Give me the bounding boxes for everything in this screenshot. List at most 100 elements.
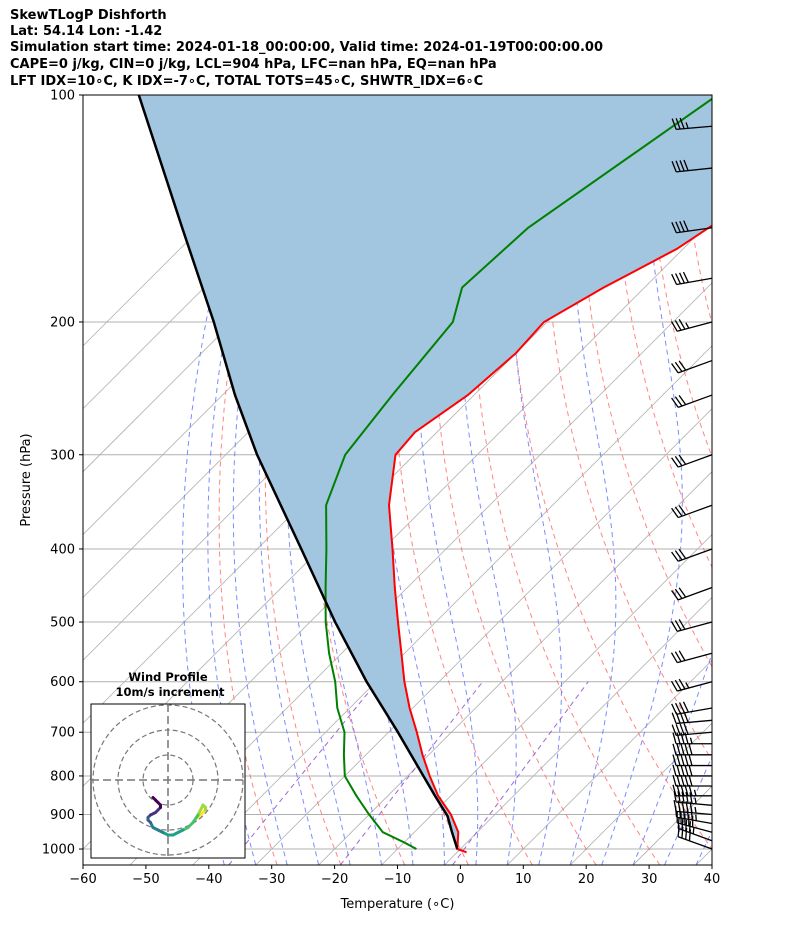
- barb-staff: [676, 125, 713, 130]
- barb-flag: [674, 651, 682, 662]
- barb-flag: [678, 272, 686, 284]
- moist-adiabat-line: [232, 95, 302, 865]
- barb-flag: [689, 792, 693, 804]
- dry-adiabat-line: [471, 95, 661, 865]
- barb-flag: [688, 743, 693, 755]
- barb-flag: [670, 652, 678, 663]
- chart-title: SkewTLogP Dishforth: [10, 8, 167, 23]
- barb-flag: [674, 588, 683, 599]
- barb-flag: [679, 160, 685, 172]
- barb-staff: [676, 731, 713, 737]
- barb-flag: [680, 754, 685, 766]
- barb-flag: [688, 829, 692, 841]
- barb-flag: [671, 397, 679, 408]
- wind-barb: [670, 619, 713, 632]
- barb-half: [685, 682, 690, 689]
- x-tick-label: −30: [258, 872, 285, 887]
- wind-barb: [672, 754, 712, 767]
- moist-adiabat-line: [415, 95, 479, 865]
- barb-flag: [672, 764, 677, 777]
- dry-adiabat-line: [393, 95, 533, 865]
- isotherm-line: [444, 596, 712, 865]
- isotherm-line: [255, 408, 712, 865]
- wind-barb: [671, 159, 713, 173]
- isotherm-line: [507, 659, 712, 865]
- barb-staff: [677, 621, 713, 632]
- barb-flag: [671, 712, 677, 724]
- barb-staff: [676, 277, 713, 286]
- barb-flag: [674, 396, 683, 407]
- barb-half: [685, 122, 689, 129]
- wind-barb: [671, 271, 713, 286]
- y-tick-label: 500: [50, 616, 75, 631]
- moist-adiabat-line: [632, 651, 712, 865]
- barb-flag: [688, 764, 693, 777]
- barb-flag: [685, 828, 688, 840]
- y-tick-label: 300: [50, 448, 75, 463]
- barb-half: [694, 806, 697, 814]
- barb-flag: [672, 784, 677, 796]
- barb-half: [689, 737, 693, 744]
- y-axis-label: Pressure (hPa): [19, 433, 34, 526]
- barb-staff: [676, 816, 713, 825]
- dry-adiabat-line: [544, 95, 712, 761]
- barb-flag: [670, 321, 678, 332]
- y-tick-label: 1000: [42, 843, 75, 858]
- dry-adiabat-line: [613, 95, 712, 569]
- x-tick-label: 0: [456, 872, 464, 887]
- y-tick-label: 100: [50, 89, 75, 104]
- isotherm-line: [318, 471, 712, 865]
- barb-flag: [671, 724, 677, 736]
- cape-text: CAPE=0 j/kg, CIN=0 j/kg, LCL=904 hPa, LF…: [10, 57, 497, 72]
- barb-flag: [676, 743, 681, 755]
- x-tick-label: −40: [195, 872, 222, 887]
- x-tick-label: −20: [321, 872, 348, 887]
- barb-flag: [678, 587, 687, 598]
- wind-barb: [672, 743, 712, 756]
- barb-flag: [675, 160, 681, 172]
- barb-flag: [671, 118, 677, 130]
- barb-staff: [677, 359, 713, 374]
- dry-adiabat-line: [508, 95, 712, 850]
- dewpoint-line: [324, 97, 712, 850]
- x-tick-label: 10: [515, 872, 532, 887]
- barb-flag: [674, 506, 683, 517]
- moist-adiabat-line: [459, 95, 517, 865]
- barb-staff: [676, 707, 713, 715]
- barb-flag: [671, 703, 678, 715]
- barb-staff: [676, 719, 713, 725]
- barb-flag: [674, 320, 682, 331]
- barb-flag: [673, 800, 677, 812]
- y-tick-label: 800: [50, 769, 75, 784]
- wind-barb: [671, 586, 713, 601]
- isotherm-line: [381, 533, 712, 865]
- dry-adiabat-line: [777, 95, 794, 865]
- hodograph-title: Wind Profile: [128, 670, 208, 684]
- barb-flag: [671, 222, 677, 234]
- barb-flag: [678, 548, 687, 559]
- barb-flag: [670, 621, 678, 632]
- barb-flag: [672, 754, 677, 766]
- location-text: Lat: 54.14 Lon: -1.42: [10, 24, 163, 39]
- barb-flag: [677, 791, 681, 803]
- barb-staff: [676, 810, 713, 816]
- wind-barb: [671, 548, 713, 562]
- mixing-ratio-line: [452, 681, 589, 865]
- hodograph-segment: [191, 813, 200, 824]
- barb-flag: [675, 702, 682, 714]
- barb-flag: [684, 774, 689, 787]
- barb-flag: [685, 791, 689, 804]
- isotherm-line: [129, 282, 712, 865]
- barb-flag: [688, 754, 693, 766]
- barb-half: [685, 322, 690, 329]
- barb-flag: [671, 160, 677, 173]
- barb-flag: [678, 319, 686, 330]
- barb-flag: [676, 732, 681, 744]
- dry-adiabat-line: [218, 95, 289, 865]
- moist-adiabat-line: [285, 95, 351, 865]
- barb-flag: [679, 723, 685, 735]
- wind-barb: [672, 764, 712, 777]
- temperature-line: [387, 224, 712, 854]
- barb-flag: [680, 764, 685, 777]
